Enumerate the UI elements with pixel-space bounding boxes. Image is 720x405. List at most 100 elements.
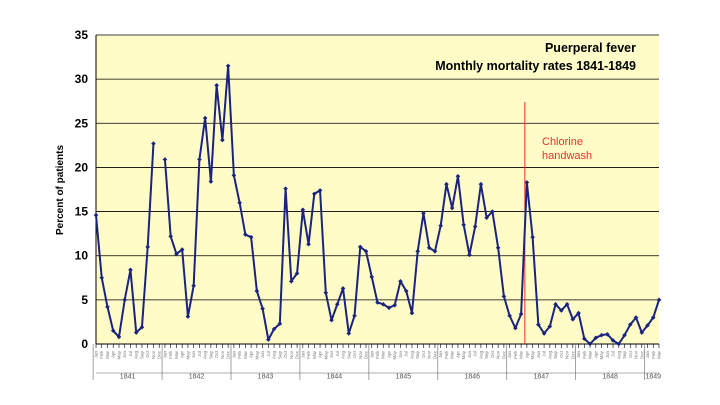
month-label: Apr	[318, 351, 323, 359]
month-label: Nov	[151, 350, 156, 359]
data-point	[564, 301, 570, 307]
month-label: Feb	[168, 351, 173, 359]
data-point	[541, 331, 547, 336]
chart-title: Puerperal fever	[545, 41, 636, 55]
month-label: Mar	[588, 350, 593, 358]
year-label: 1848	[602, 374, 618, 381]
month-label: Apr	[593, 351, 598, 359]
data-point	[317, 188, 323, 193]
data-point	[633, 315, 639, 320]
data-point	[306, 241, 311, 247]
data-point	[576, 310, 581, 316]
month-label: May	[392, 350, 397, 359]
data-point	[283, 186, 288, 191]
data-point	[174, 251, 179, 257]
month-label: Jan	[369, 351, 374, 359]
data-point	[472, 224, 478, 229]
data-point	[105, 304, 110, 310]
month-label: Feb	[237, 351, 242, 359]
grid-lines	[96, 34, 659, 301]
data-point	[271, 326, 277, 332]
data-point	[645, 323, 650, 328]
data-point	[530, 234, 535, 240]
data-point	[444, 181, 449, 187]
data-point	[197, 157, 202, 162]
month-label: Aug	[478, 351, 483, 360]
month-label: Dec	[501, 350, 506, 359]
data-point	[375, 300, 380, 305]
data-point	[616, 341, 622, 347]
data-point	[93, 212, 99, 218]
data-point	[179, 247, 185, 252]
year-label: 1849	[645, 374, 661, 381]
month-label: Mar	[381, 350, 386, 358]
data-point	[392, 302, 398, 308]
year-label: 1843	[258, 374, 274, 381]
data-point	[277, 321, 283, 326]
year-label: 1845	[396, 374, 412, 381]
data-point	[610, 338, 616, 343]
y-tick-label: 0	[81, 337, 88, 351]
data-point	[501, 294, 507, 299]
data-point	[231, 173, 237, 178]
data-point	[587, 341, 593, 347]
y-tick-label: 30	[75, 72, 89, 86]
month-label: Jun	[398, 351, 403, 359]
y-tick-label: 20	[75, 160, 89, 174]
month-label: Sep	[415, 351, 420, 360]
month-label: Aug	[341, 351, 346, 360]
data-point	[254, 288, 260, 294]
month-label: Nov	[427, 350, 432, 359]
month-label: Oct	[559, 350, 564, 358]
month-label: Feb	[306, 351, 311, 359]
data-point	[599, 332, 604, 338]
month-label: Aug	[134, 351, 139, 360]
month-label: Jun	[467, 351, 472, 359]
month-label: Jan	[162, 351, 167, 359]
data-point	[507, 313, 512, 319]
month-label: Mar	[312, 350, 317, 358]
data-point	[162, 157, 168, 162]
y-tick-labels: 0 5 10 15 20 25 30 35	[75, 28, 89, 351]
month-label: Jul	[266, 351, 271, 357]
month-label: Dec	[364, 350, 369, 359]
month-label: Mar	[105, 350, 110, 358]
month-label: Oct	[145, 350, 150, 358]
month-label: Sep	[553, 351, 558, 360]
month-label: Aug	[547, 351, 552, 360]
data-point	[151, 141, 156, 146]
month-label: Mar	[657, 350, 662, 358]
month-label: May	[254, 350, 259, 359]
month-label: Jul	[197, 351, 202, 357]
data-point	[357, 244, 363, 250]
month-label: Oct	[352, 350, 357, 358]
month-label: Mar	[450, 350, 455, 358]
month-label: Apr	[249, 351, 254, 359]
month-label: Apr	[111, 351, 116, 359]
data-point	[122, 297, 128, 303]
data-point	[248, 234, 254, 240]
month-label: Oct	[214, 350, 219, 358]
data-point	[225, 63, 231, 69]
data-point	[403, 288, 409, 294]
month-label: May	[116, 350, 121, 359]
month-label: Mar	[174, 350, 179, 358]
data-point	[334, 301, 340, 307]
data-point	[421, 211, 426, 216]
data-point	[398, 279, 403, 284]
x-axis-band: Jan Feb Mar Apr May Jun Jul Aug Sep Oct Nov Dec Jan F…	[92, 344, 662, 381]
month-label: Apr	[180, 351, 185, 359]
month-label: Jul	[542, 351, 547, 357]
data-point	[133, 330, 139, 335]
month-label: Sep	[208, 351, 213, 360]
month-label: Aug	[203, 351, 208, 360]
month-label: May	[461, 350, 466, 359]
data-point	[99, 275, 105, 281]
month-label: Feb	[444, 351, 449, 359]
month-label: Dec	[570, 350, 575, 359]
data-point	[380, 301, 386, 307]
month-label: Nov	[496, 350, 501, 359]
data-point	[208, 179, 214, 184]
data-point	[513, 325, 518, 331]
month-label: Jan	[645, 351, 650, 359]
